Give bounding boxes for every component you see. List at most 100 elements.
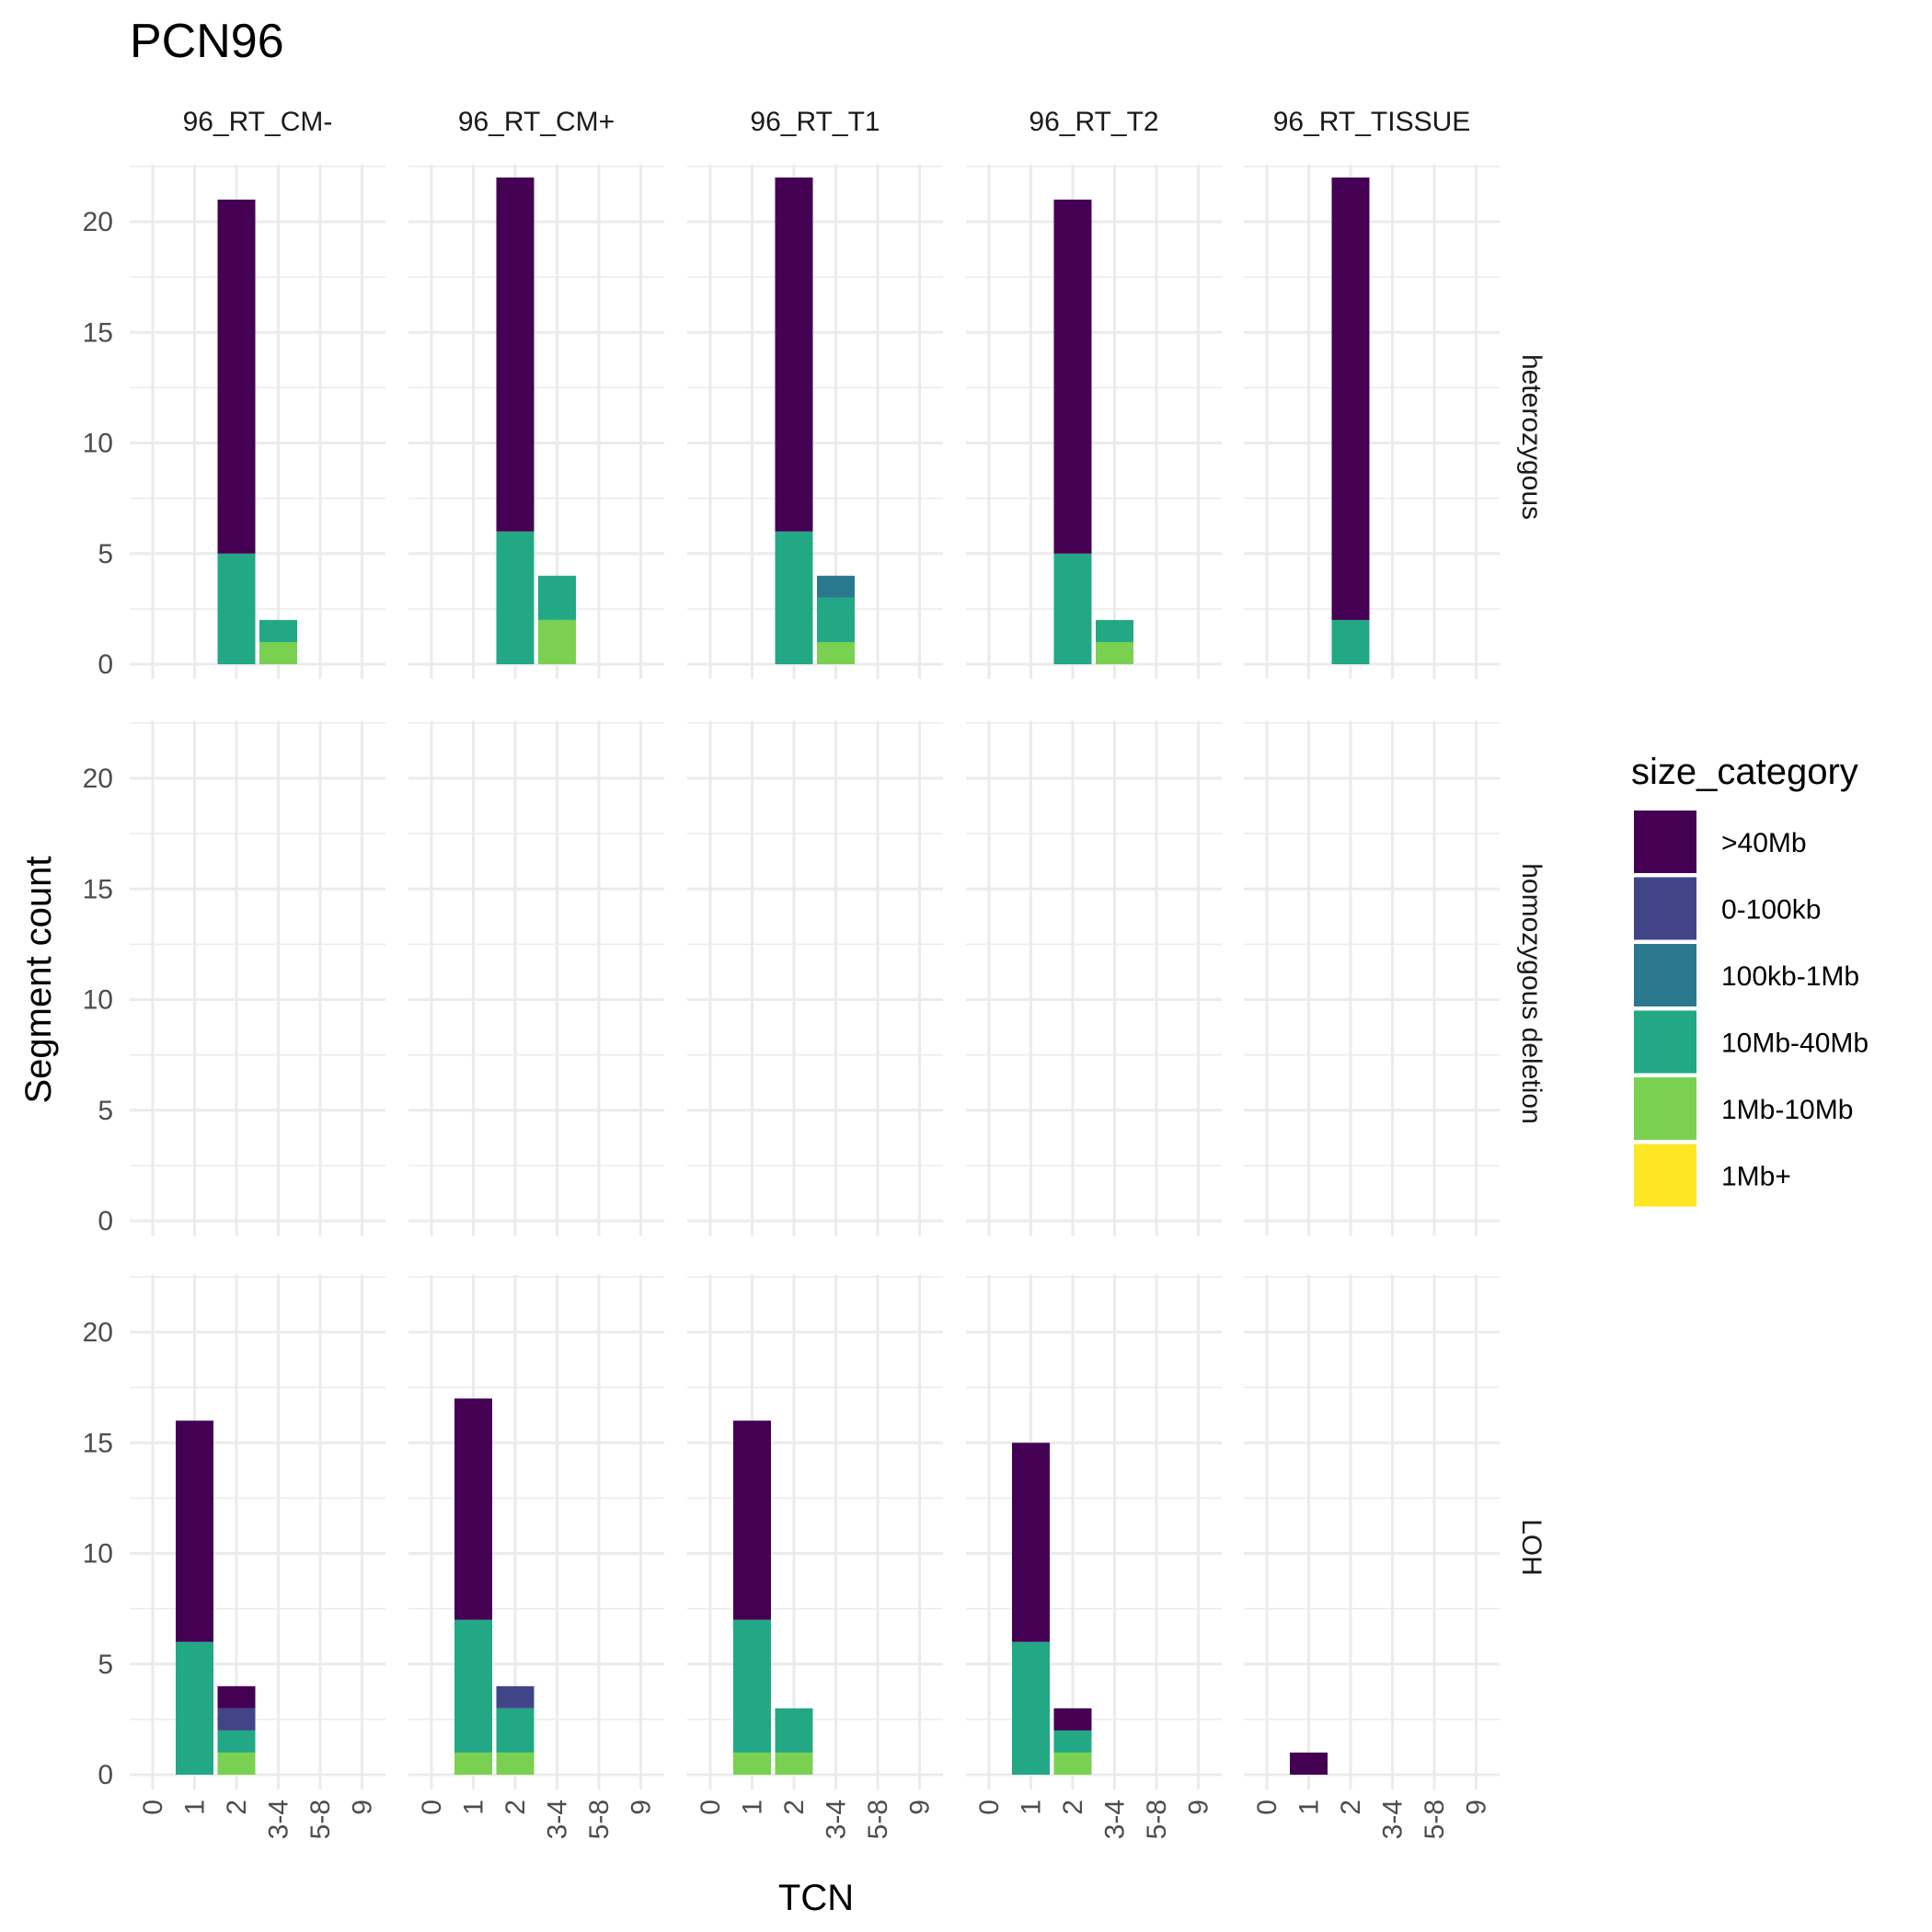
bar-segment-40mb bbox=[217, 1685, 256, 1708]
x-tick-label: 5-8 bbox=[305, 1800, 336, 1839]
legend-key-0-100kb bbox=[1634, 877, 1696, 940]
x-tick-label: 9 bbox=[1184, 1800, 1214, 1815]
bar-segment-1mb-10mb bbox=[259, 641, 297, 664]
legend-key-1mb bbox=[1634, 1144, 1696, 1207]
bar-segment-10mb-40mb bbox=[454, 1619, 492, 1753]
x-tick-label: 3-4 bbox=[822, 1800, 852, 1839]
panel-loh-96-rt-t1 bbox=[687, 1274, 943, 1789]
y-tick-label: 10 bbox=[83, 1539, 113, 1570]
panel-loh-96-rt-cm bbox=[408, 1274, 664, 1789]
panel-homozygous-deletion-96-rt-t2 bbox=[966, 720, 1222, 1236]
x-tick-label: 3-4 bbox=[1378, 1800, 1409, 1839]
bar-segment-40mb bbox=[1290, 1752, 1328, 1775]
bar-segment-10mb-40mb bbox=[217, 1730, 256, 1753]
y-tick-label: 15 bbox=[83, 1428, 113, 1458]
x-tick-label: 5-8 bbox=[1142, 1800, 1172, 1839]
x-tick-label: 0 bbox=[974, 1800, 1005, 1815]
legend-key-40mb bbox=[1634, 811, 1696, 873]
panel-loh-96-rt-tissue bbox=[1244, 1274, 1500, 1789]
bar-segment-1mb-10mb bbox=[538, 619, 576, 664]
y-tick-label: 15 bbox=[83, 317, 113, 348]
x-tick-label: 9 bbox=[905, 1800, 936, 1815]
y-tick-label: 5 bbox=[98, 1650, 113, 1680]
y-tick-label: 0 bbox=[98, 650, 113, 680]
facet-column-label: 96_RT_CM+ bbox=[458, 107, 615, 137]
legend-label: >40Mb bbox=[1721, 828, 1807, 858]
panel-homozygous-deletion-96-rt-tissue bbox=[1244, 720, 1500, 1236]
bar-segment-10mb-40mb bbox=[1096, 619, 1133, 642]
x-tick-label: 9 bbox=[627, 1800, 657, 1815]
legend-label: 10Mb-40Mb bbox=[1721, 1029, 1869, 1059]
bar-segment-1mb-10mb bbox=[454, 1752, 492, 1775]
bar-segment-1mb-10mb bbox=[817, 641, 855, 664]
x-tick-label: 3-4 bbox=[543, 1800, 573, 1839]
bar-segment-10mb-40mb bbox=[259, 619, 297, 642]
bar-segment-0-100kb bbox=[496, 1685, 535, 1708]
x-tick-label: 2 bbox=[500, 1800, 531, 1815]
x-tick-label: 3-4 bbox=[264, 1800, 294, 1839]
x-tick-label: 0 bbox=[696, 1800, 726, 1815]
bar-segment-10mb-40mb bbox=[217, 553, 256, 664]
legend-label: 100kb-1Mb bbox=[1721, 961, 1859, 992]
x-tick-label: 5-8 bbox=[584, 1800, 615, 1839]
bar-segment-1mb-10mb bbox=[733, 1752, 771, 1775]
facet-row-label: LOH bbox=[1516, 1519, 1547, 1576]
bar-segment-10mb-40mb bbox=[1331, 619, 1370, 664]
facet-column-label: 96_RT_T1 bbox=[750, 107, 880, 137]
x-tick-label: 1 bbox=[459, 1800, 489, 1815]
bar-segment-1mb-10mb bbox=[1053, 1752, 1092, 1775]
x-tick-label: 2 bbox=[222, 1800, 252, 1815]
x-tick-label: 3-4 bbox=[1100, 1800, 1131, 1839]
bar-segment-1mb-10mb bbox=[775, 1752, 813, 1775]
bar-segment-10mb-40mb bbox=[733, 1619, 771, 1753]
panel-homozygous-deletion-96-rt-cm bbox=[130, 720, 385, 1236]
bar-segment-40mb bbox=[176, 1420, 213, 1642]
bar-segment-100kb-1mb bbox=[817, 575, 855, 598]
bar-segment-10mb-40mb bbox=[496, 531, 535, 664]
x-tick-label: 2 bbox=[1336, 1800, 1366, 1815]
x-tick-label: 0 bbox=[417, 1800, 447, 1815]
bar-segment-1mb-10mb bbox=[1096, 641, 1133, 664]
y-tick-label: 15 bbox=[83, 874, 113, 904]
bar-segment-10mb-40mb bbox=[176, 1641, 213, 1775]
bar-segment-40mb bbox=[1053, 1708, 1092, 1731]
panel-heterozygous-96-rt-t1 bbox=[687, 164, 943, 679]
bar-segment-40mb bbox=[454, 1398, 492, 1620]
x-tick-label: 0 bbox=[138, 1800, 168, 1815]
x-tick-label: 9 bbox=[1462, 1800, 1492, 1815]
bar-segment-1mb-10mb bbox=[496, 1752, 535, 1775]
facet-column-label: 96_RT_TISSUE bbox=[1273, 107, 1471, 137]
y-tick-label: 5 bbox=[98, 1096, 113, 1126]
x-tick-label: 1 bbox=[738, 1800, 768, 1815]
x-tick-label: 5-8 bbox=[863, 1800, 893, 1839]
legend-key-1mb-10mb bbox=[1634, 1077, 1696, 1140]
bar-segment-10mb-40mb bbox=[817, 597, 855, 642]
panel-heterozygous-96-rt-cm bbox=[130, 164, 385, 679]
legend: size_category >40Mb 0-100kb 100kb-1Mb 10Mb-… bbox=[1631, 752, 1869, 1207]
bar-segment-40mb bbox=[1331, 177, 1370, 620]
y-tick-label: 20 bbox=[83, 764, 113, 794]
legend-label: 1Mb+ bbox=[1721, 1162, 1791, 1192]
bar-segment-10mb-40mb bbox=[1053, 553, 1092, 664]
bar-segment-40mb bbox=[1053, 199, 1092, 554]
legend-key-100kb-1mb bbox=[1634, 944, 1696, 1006]
y-tick-label: 5 bbox=[98, 539, 113, 569]
legend-label: 1Mb-10Mb bbox=[1721, 1095, 1853, 1125]
panel-heterozygous-96-rt-t2 bbox=[966, 164, 1222, 679]
x-tick-label: 1 bbox=[1017, 1800, 1047, 1815]
bar-segment-40mb bbox=[733, 1420, 771, 1620]
facet-row-label: heterozygous bbox=[1516, 354, 1547, 520]
x-tick-label: 2 bbox=[1058, 1800, 1088, 1815]
panel-heterozygous-96-rt-cm bbox=[408, 164, 664, 679]
bar-segment-10mb-40mb bbox=[775, 1708, 813, 1753]
x-tick-label: 0 bbox=[1252, 1800, 1282, 1815]
chart-title: PCN96 bbox=[130, 15, 284, 68]
bar-segment-10mb-40mb bbox=[775, 531, 813, 664]
bar-segment-40mb bbox=[775, 177, 813, 532]
y-tick-label: 10 bbox=[83, 985, 113, 1016]
bar-segment-1mb-10mb bbox=[217, 1752, 256, 1775]
facet-row-label: homozygous deletion bbox=[1516, 863, 1547, 1124]
bar-segment-10mb-40mb bbox=[1012, 1641, 1050, 1775]
